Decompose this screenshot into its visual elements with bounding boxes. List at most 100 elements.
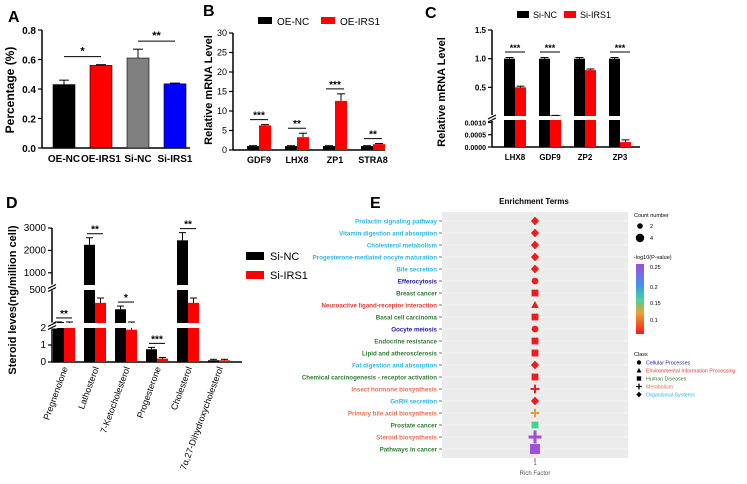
panel-e-class-legend-symbol	[636, 391, 642, 398]
panel-d-ylabel: Steroid leves(ng/million cell)	[7, 225, 19, 374]
panel-e-point-18	[528, 430, 542, 444]
panel-e-color-legend-title: -log10(P-value)	[634, 255, 672, 261]
panel-b-ytick-label: 30	[217, 28, 227, 38]
panel-c-bar-lhx8-0	[504, 58, 515, 147]
panel-e-term-label: Prostate cancer	[391, 423, 438, 430]
panel-e-term-label: Breast cancer	[396, 291, 438, 298]
panel-e-class-legend-label: Environmental Information Processing	[646, 369, 736, 375]
panel-d-bar-1-0	[84, 244, 95, 362]
panel-b-ytick-label: 15	[217, 87, 227, 97]
panel-label-c: C	[425, 5, 437, 22]
panel-e-term-label: Fat digestion and absorption	[352, 363, 437, 370]
panel-e-point-19	[530, 444, 540, 454]
panel-d-break-band	[46, 323, 242, 328]
panel-d-legend-label: Si-IRS1	[270, 270, 308, 282]
panel-d-xtick-label: Progesterone	[135, 365, 163, 419]
panel-a-ytick-label: 0.4	[22, 85, 36, 96]
panel-d-axis-break-slash2	[47, 324, 57, 331]
panel-b-ylabel: Relative mRNA Level	[203, 35, 215, 145]
panel-d-xtick-label: Cholesterol	[169, 365, 194, 411]
panel-e-point-14	[530, 384, 540, 394]
panel-b-bar-lhx8-0	[285, 146, 297, 150]
panel-c-axis-break-slash2	[487, 117, 497, 123]
panel-a-chart: Percentage (%) 0.0 0.2 0.4 0.6 0.8 OE-NC OE-IR…	[3, 26, 193, 165]
panel-e-term-label: Lipid and atherosclerosis	[362, 351, 438, 358]
panel-e-point-8	[531, 313, 539, 321]
panel-b-bar-zp1-0	[323, 146, 335, 150]
panel-d-bar-5-1	[219, 360, 230, 362]
panel-c-legend-swatch	[564, 11, 576, 18]
panel-c-xtick-label: GDF9	[539, 153, 561, 162]
panel-e-term-label: Bile secretion	[396, 267, 437, 274]
panel-d-bar-0-1	[64, 328, 75, 362]
panel-e-count-legend-label: 2	[650, 224, 653, 230]
panel-label-d: D	[6, 195, 18, 212]
panel-e-term-label: Basal cell carcinoma	[376, 315, 438, 322]
panel-c-axis-break-slash1	[487, 114, 497, 120]
panel-b-xtick-label: GDF9	[247, 155, 271, 165]
panel-b-sig-label: ***	[329, 80, 341, 91]
panel-d-bar-5-0	[208, 360, 219, 362]
panel-label-e: E	[370, 195, 381, 212]
panel-e-chart: Enrichment Terms 1 Rich Factor Prolactin…	[302, 197, 736, 477]
panel-b-xtick-label: STRA8	[358, 155, 388, 165]
panel-c-ytick-label: 0.5	[475, 83, 487, 92]
panel-e-term-label: Cholesterol metabolism	[367, 243, 438, 250]
panel-c-xtick-label: ZP3	[613, 153, 628, 162]
panel-c-sig-label: ***	[545, 43, 556, 53]
panel-e-class-legend-symbol	[636, 360, 642, 365]
panel-e-class-legend-label: Metabolism	[646, 385, 674, 391]
panel-b-bar-gdf9-1	[259, 125, 271, 150]
panel-e-title: Enrichment Terms	[499, 197, 569, 206]
panel-e-point-6	[531, 289, 539, 297]
panel-c-legend-swatch	[517, 11, 529, 18]
panel-e-colorbar-tick-label: 0.15	[650, 301, 661, 307]
panel-b-sig-label: **	[293, 119, 301, 130]
panel-d-axis-break-gap	[47, 284, 57, 291]
panel-c-xtick-label: ZP2	[578, 153, 593, 162]
panel-c-sig-label: ***	[510, 43, 521, 53]
panel-b-legend-swatch	[321, 17, 335, 24]
panel-d-xtick-label: Lathosterol	[76, 365, 101, 410]
panel-e-term-label: Progesterone-mediated oocyte maturation	[313, 255, 438, 262]
panel-d-bar-1-1	[95, 302, 106, 362]
panel-c-chart: Relative mRNA Level 0.5 1.0 1.5 0.0000 0.000…	[436, 10, 642, 162]
panel-e-point-10	[531, 337, 539, 345]
panel-b-legend-label: OE-NC	[277, 17, 309, 28]
panel-d-bar-2-0	[115, 309, 126, 362]
panel-c-bar-zp2-1	[585, 70, 596, 147]
panel-d-bar-4-1	[188, 302, 199, 362]
panel-c-ytick-label: 0.0010	[465, 120, 487, 127]
panel-d-axis-break-slash1	[47, 321, 57, 328]
panel-d-ytick-label: 0	[40, 357, 46, 368]
panel-e-term-label: Primary bile acid biosynthesis	[348, 411, 438, 418]
panel-d-axis-break-slash2	[47, 286, 57, 293]
panel-a-sig-label: **	[152, 30, 161, 42]
panel-d-ytick-label: 2000	[24, 245, 47, 256]
panel-b-bar-zp1-1	[335, 100, 347, 150]
panel-b-bar-lhx8-1	[297, 137, 309, 150]
panel-e-term-label: Endocrine resistance	[374, 339, 437, 346]
panel-d-sig-label: **	[60, 309, 68, 320]
panel-e-point-1	[530, 228, 540, 238]
panel-d-ytick-label: 2	[40, 323, 46, 334]
panel-e-count-legend-title: Count number	[634, 213, 669, 219]
panel-d-bar-0-0	[53, 321, 64, 362]
panel-a-bar-si-irs1	[163, 83, 187, 149]
panel-e-point-12	[530, 360, 540, 370]
panel-e-colorbar-tick-label: 0.25	[650, 265, 661, 271]
panel-e-colorbar-tick-label: 0.1	[650, 318, 658, 324]
panel-e-class-legend-label: Organismal Systems	[646, 393, 695, 399]
panel-a-xtick-label: Si-NC	[124, 154, 151, 165]
panel-c-bar-zp3-1	[620, 142, 631, 147]
panel-a-bar-oe-irs1	[89, 65, 113, 149]
panel-b-sig-label: ***	[253, 111, 265, 122]
panel-c-legend-label: Si-IRS1	[580, 10, 611, 20]
panel-c-bar-zp2-0	[574, 58, 585, 147]
panel-e-point-11	[531, 349, 539, 357]
panel-b-bar-stra8-1	[373, 144, 385, 150]
panel-label-a: A	[8, 9, 20, 26]
panel-e-term-label: GnRH secretion	[390, 399, 437, 406]
panel-d-xtick-label: 7-Ketocholesterol	[99, 365, 132, 434]
